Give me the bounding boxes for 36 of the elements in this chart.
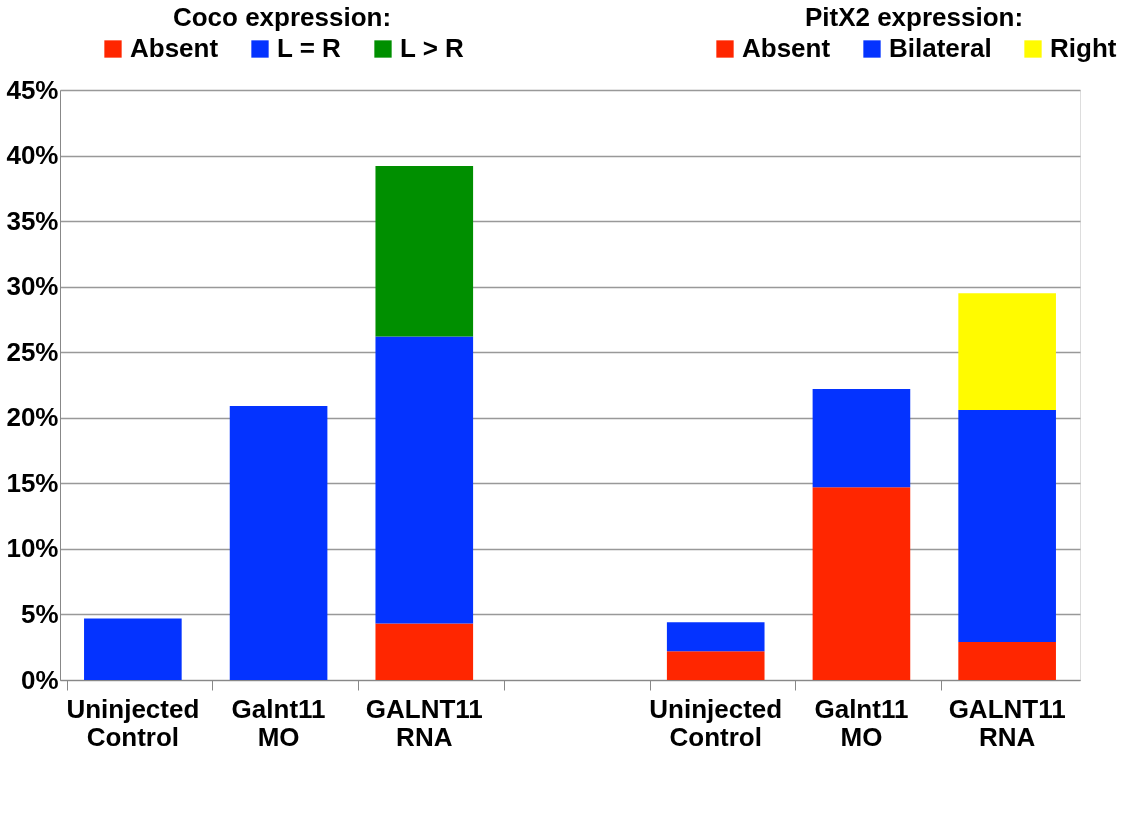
bar	[666, 622, 765, 652]
bar	[958, 409, 1056, 642]
bar	[375, 166, 474, 337]
bar	[958, 641, 1056, 680]
x-tick-label: GALNT11 RNA	[948, 693, 1066, 752]
x-tick-label: Uninjected Control	[649, 693, 783, 752]
legend-label: Right	[1050, 33, 1117, 63]
bar	[84, 618, 182, 680]
y-tick-label: 30%	[6, 271, 59, 302]
x-tick-label: Galnt11 MO	[814, 693, 909, 752]
text: Coco expression:	[172, 2, 392, 32]
x-tick-label: Uninjected Control	[66, 693, 200, 752]
legend-label: Absent	[130, 33, 219, 63]
bar	[812, 388, 911, 488]
bar	[229, 405, 328, 680]
y-tick-label: 20%	[6, 402, 59, 433]
text: PitX2 expression:	[804, 2, 1024, 32]
x-tick-label: GALNT11 RNA	[365, 693, 483, 752]
legend-label: Absent	[742, 33, 831, 63]
y-tick-label: 0%	[20, 664, 59, 695]
y-tick-label: 35%	[6, 205, 59, 236]
bar	[666, 651, 765, 680]
y-tick-label: 25%	[6, 336, 59, 367]
y-tick-label: 15%	[6, 467, 59, 498]
bar	[958, 293, 1056, 410]
bar	[375, 336, 474, 624]
y-tick-label: 45%	[6, 74, 59, 105]
bar	[375, 623, 474, 680]
bar	[812, 487, 911, 680]
y-tick-label: 5%	[20, 598, 59, 629]
legend-label: L = R	[277, 33, 342, 63]
y-tick-label: 40%	[6, 140, 59, 171]
x-tick-label: Galnt11 MO	[231, 693, 326, 752]
legend-label: L > R	[400, 33, 465, 63]
y-tick-label: 10%	[6, 533, 59, 564]
legend-label: Bilateral	[889, 33, 992, 63]
